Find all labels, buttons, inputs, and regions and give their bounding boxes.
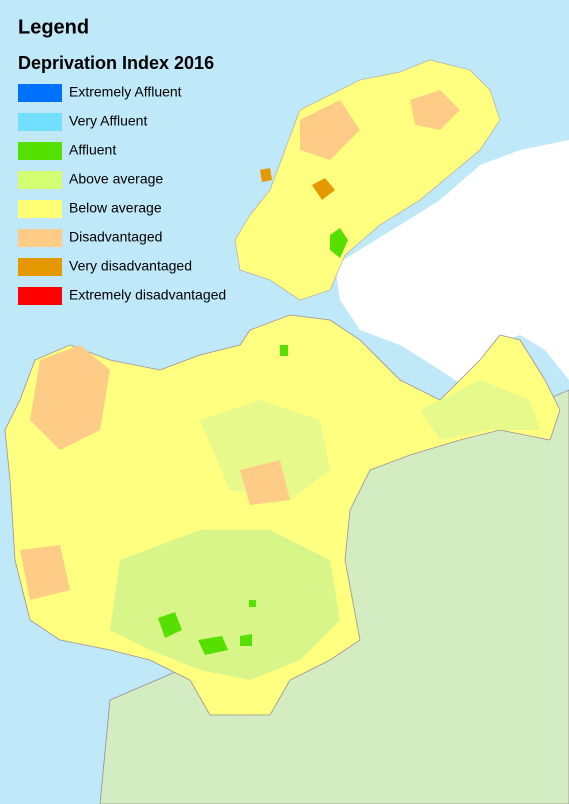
legend-title: Legend <box>18 16 89 38</box>
legend-swatch <box>18 258 62 276</box>
disadvantaged-zone <box>240 460 290 505</box>
above-average-zone <box>110 530 340 680</box>
legend-label: Very disadvantaged <box>69 258 192 274</box>
legend-swatch <box>18 287 62 305</box>
affluent-zone <box>330 228 348 258</box>
legend-label: Disadvantaged <box>69 229 162 245</box>
legend-label: Extremely Affluent <box>69 84 182 100</box>
affluent-zone <box>280 345 288 356</box>
affluent-zone <box>198 636 228 655</box>
affluent-zone <box>158 612 182 638</box>
above-average-zone <box>420 380 540 440</box>
above-average-zone <box>200 400 330 500</box>
legend-swatch <box>18 200 62 218</box>
disadvantaged-zone <box>300 100 360 160</box>
legend-label: Extremely disadvantaged <box>69 287 226 303</box>
very-disadvantaged-zone <box>260 168 272 182</box>
legend-label: Above average <box>69 171 163 187</box>
disadvantaged-zone <box>30 345 110 450</box>
affluent-zone <box>240 634 252 646</box>
northern-ireland <box>335 140 569 390</box>
legend-label: Below average <box>69 200 162 216</box>
legend-subtitle: Deprivation Index 2016 <box>18 53 214 73</box>
legend-swatch <box>18 113 62 131</box>
very-disadvantaged-zone <box>312 178 335 200</box>
disadvantaged-zone <box>20 545 70 600</box>
legend-swatch <box>18 171 62 189</box>
legend-swatch <box>18 84 62 102</box>
legend-swatch <box>18 142 62 160</box>
affluent-zone <box>249 600 256 607</box>
legend-label: Very Affluent <box>69 113 147 129</box>
disadvantaged-zone <box>410 90 460 130</box>
legend-label: Affluent <box>69 142 116 158</box>
legend-swatch <box>18 229 62 247</box>
